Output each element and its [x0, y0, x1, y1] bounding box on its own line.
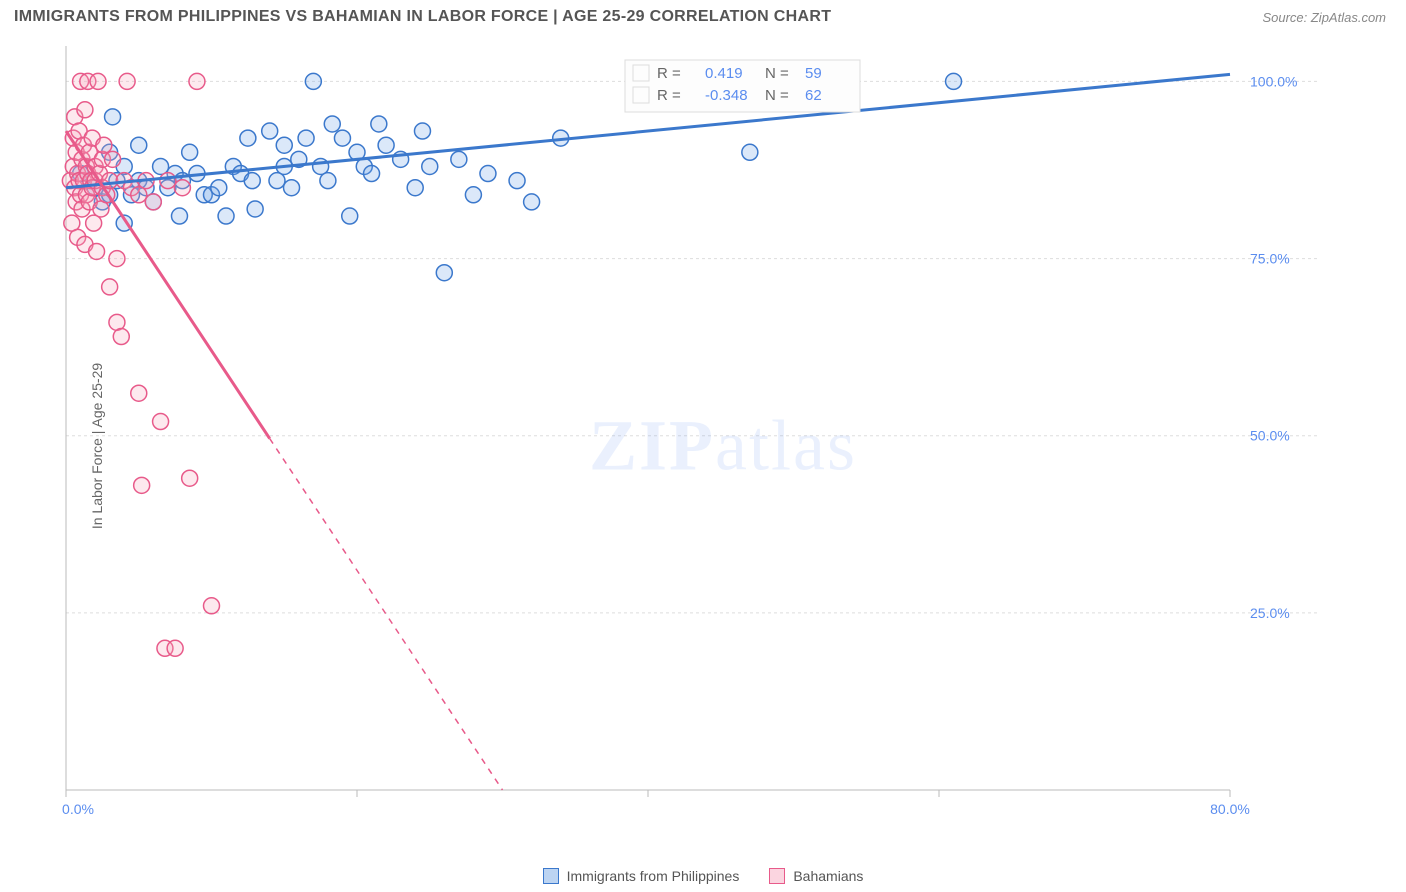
svg-text:100.0%: 100.0%	[1250, 73, 1297, 89]
svg-text:N =: N =	[765, 65, 789, 82]
svg-text:R =: R =	[657, 87, 681, 104]
legend-item-bahamians: Bahamians	[769, 868, 863, 884]
svg-text:59: 59	[805, 65, 822, 82]
source-label: Source: ZipAtlas.com	[1262, 10, 1386, 25]
svg-text:50.0%: 50.0%	[1250, 428, 1290, 444]
svg-text:0.0%: 0.0%	[62, 801, 94, 817]
legend-swatch	[769, 868, 785, 884]
legend: Immigrants from Philippines Bahamians	[0, 868, 1406, 884]
legend-label: Bahamians	[793, 868, 863, 884]
legend-item-philippines: Immigrants from Philippines	[543, 868, 740, 884]
chart-area: 25.0% 50.0% 75.0% 100.0% 0.0% 80.0% R = 0.419 N …	[60, 40, 1386, 852]
svg-text:R =: R =	[657, 65, 681, 82]
scatter-chart: 25.0% 50.0% 75.0% 100.0% 0.0% 80.0% R = 0.419 N …	[60, 40, 1320, 820]
svg-text:75.0%: 75.0%	[1250, 251, 1290, 267]
svg-text:80.0%: 80.0%	[1210, 801, 1250, 817]
svg-text:0.419: 0.419	[705, 65, 743, 82]
legend-swatch	[543, 868, 559, 884]
svg-text:N =: N =	[765, 87, 789, 104]
svg-text:62: 62	[805, 87, 822, 104]
svg-text:-0.348: -0.348	[705, 87, 748, 104]
legend-label: Immigrants from Philippines	[567, 868, 740, 884]
chart-title: IMMIGRANTS FROM PHILIPPINES VS BAHAMIAN …	[14, 8, 831, 26]
svg-text:25.0%: 25.0%	[1250, 605, 1290, 621]
